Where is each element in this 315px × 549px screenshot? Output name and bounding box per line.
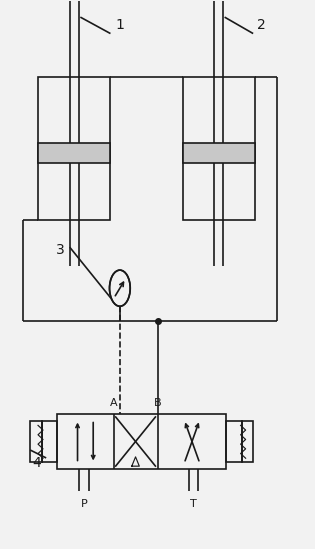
Bar: [30, 421, 42, 462]
Bar: [242, 421, 254, 462]
Text: 3: 3: [56, 243, 65, 257]
Bar: [183, 143, 255, 163]
Text: 1: 1: [115, 18, 124, 32]
Bar: [226, 421, 242, 462]
Text: 4: 4: [32, 456, 41, 470]
Circle shape: [110, 270, 130, 306]
Bar: [38, 77, 111, 220]
Text: B: B: [154, 397, 161, 407]
Bar: [183, 77, 255, 220]
Text: P: P: [80, 499, 87, 509]
Text: 2: 2: [257, 18, 265, 32]
Text: T: T: [190, 499, 197, 509]
Bar: [38, 143, 111, 163]
Bar: [57, 414, 226, 469]
Bar: [42, 421, 57, 462]
Text: A: A: [110, 397, 117, 407]
